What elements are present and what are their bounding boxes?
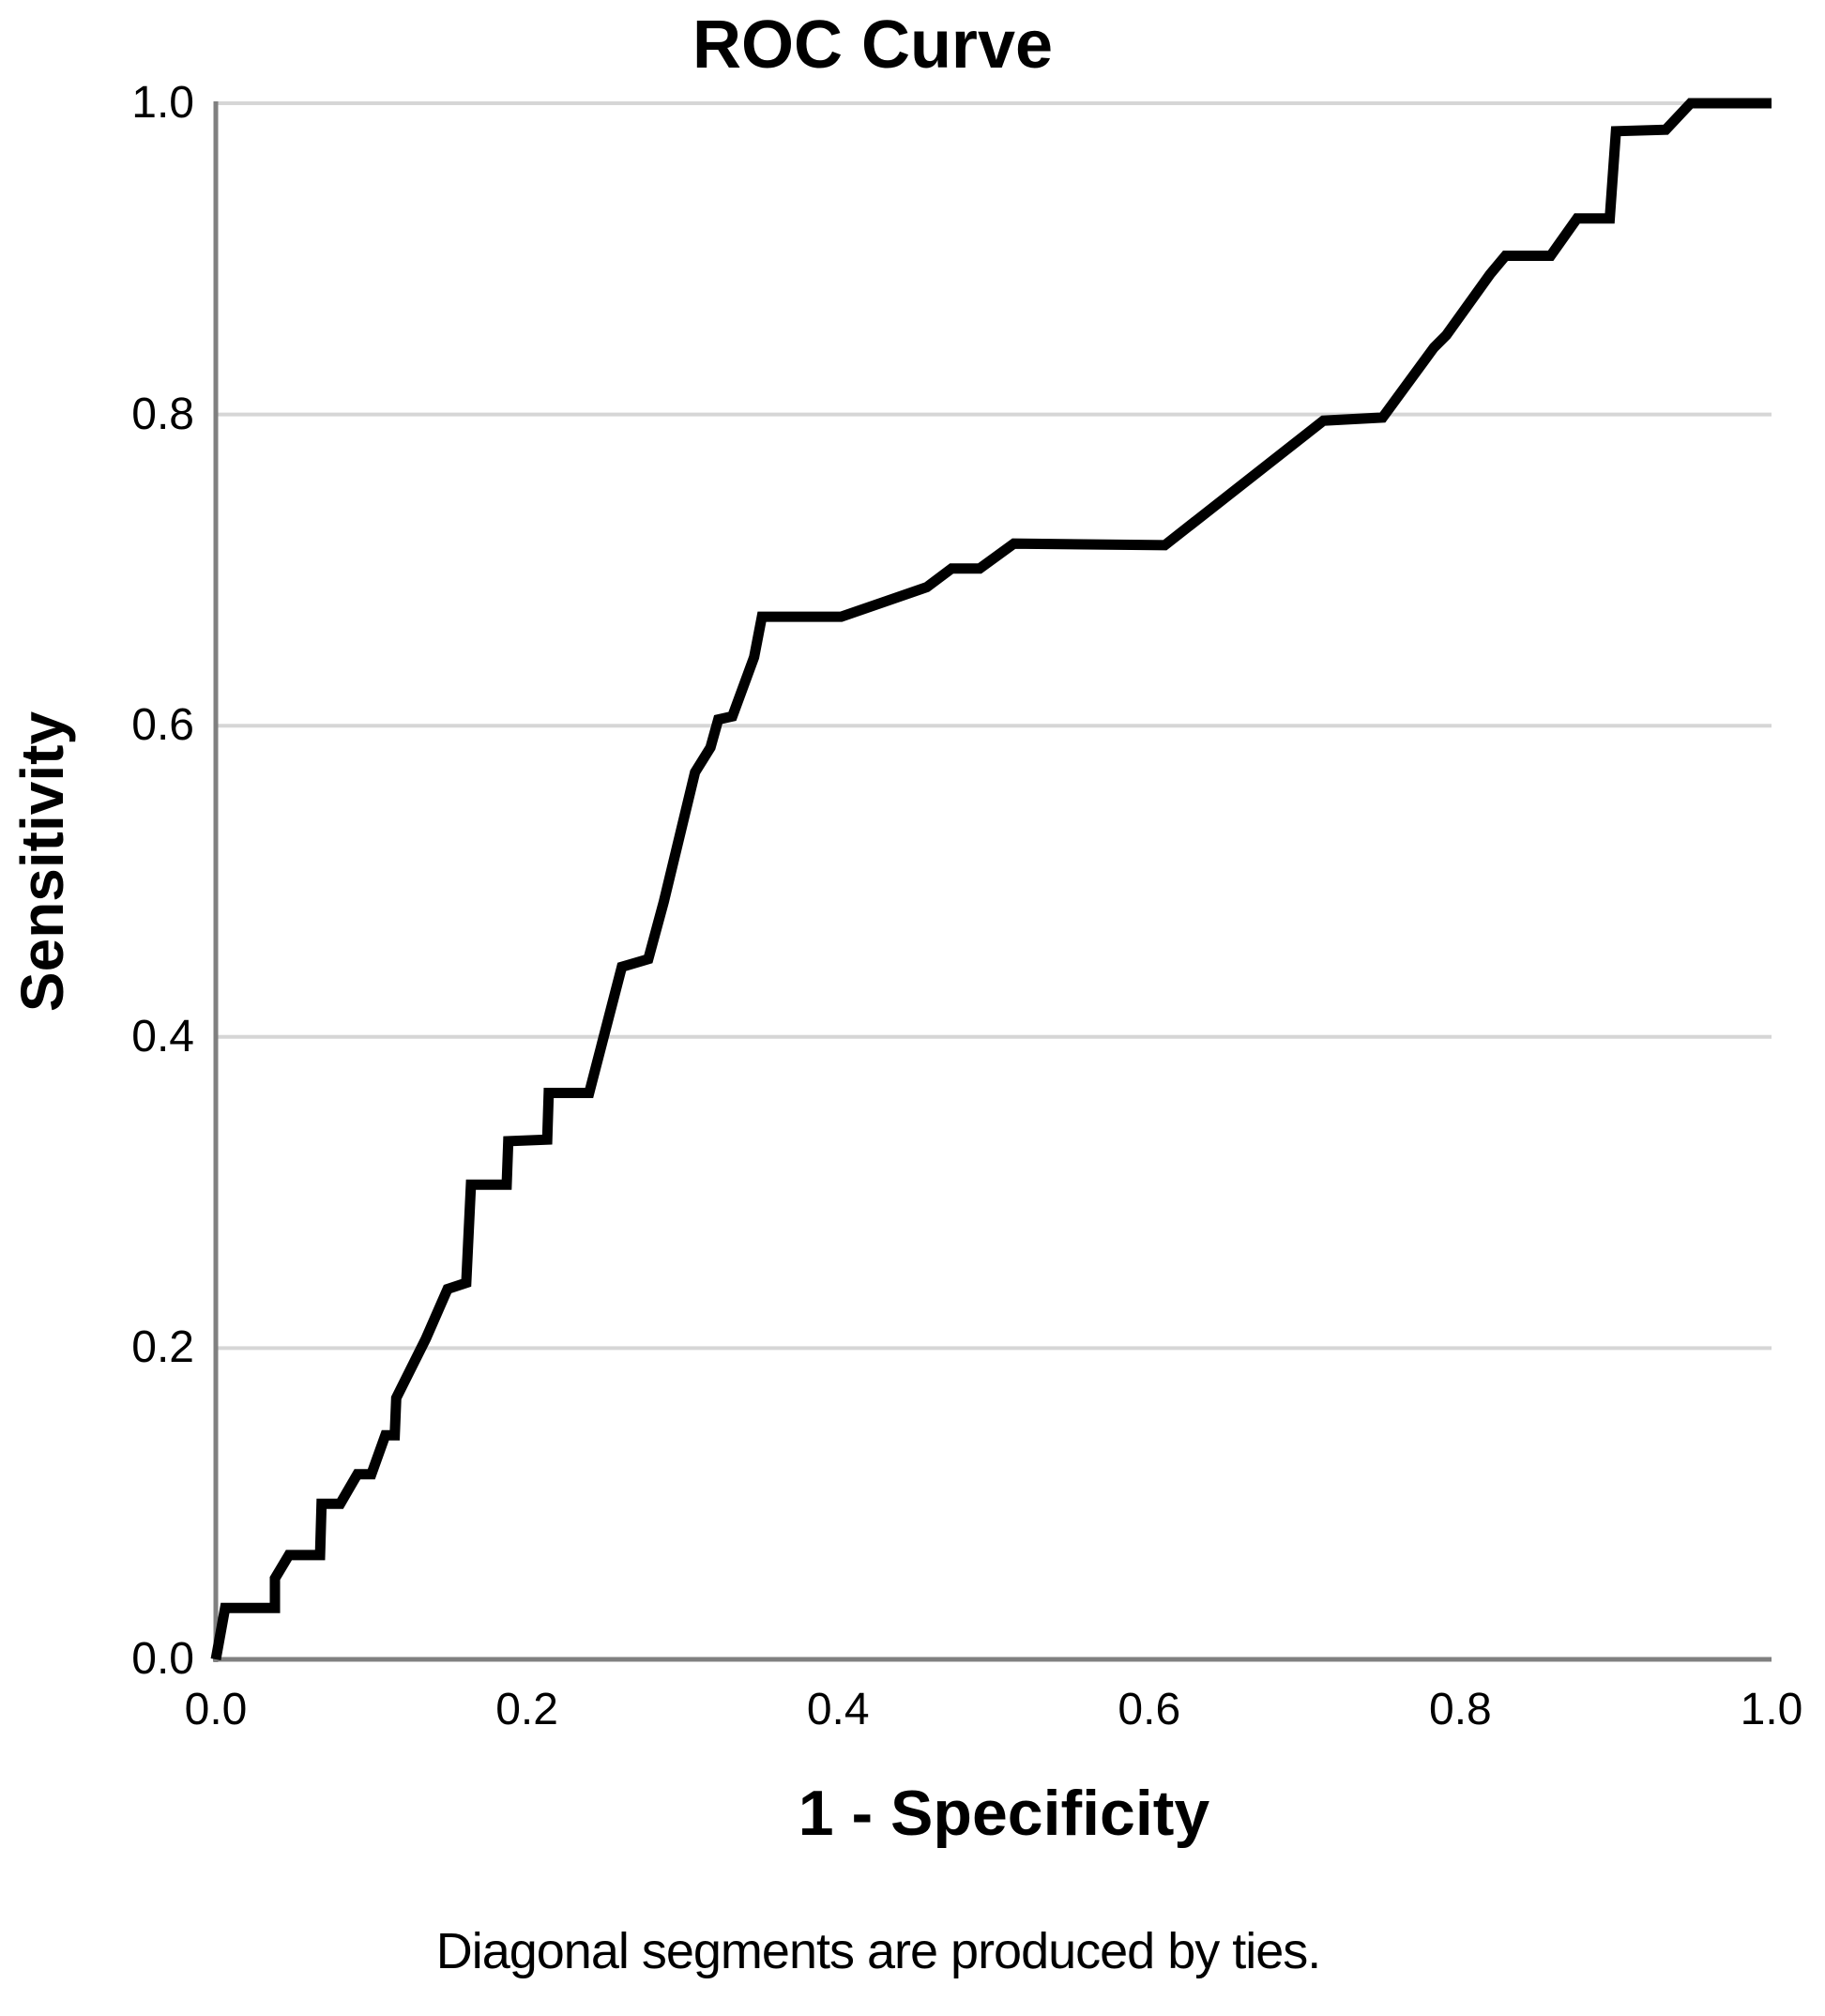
- chart-title: ROC Curve: [692, 8, 1054, 83]
- chart-footnote: Diagonal segments are produced by ties.: [435, 1923, 1322, 1979]
- y-tick-label-1.0: 1.0: [131, 78, 194, 128]
- x-tick-label-1.0: 1.0: [1740, 1685, 1803, 1734]
- y-tick-label-0.6: 0.6: [131, 700, 194, 751]
- x-tick-label-0.0: 0.0: [184, 1685, 248, 1734]
- x-tick-label-0.6: 0.6: [1118, 1685, 1181, 1734]
- x-tick-label-0.4: 0.4: [806, 1685, 870, 1734]
- x-axis-label: 1 - Specificity: [798, 1778, 1210, 1849]
- x-tick-label-0.8: 0.8: [1429, 1685, 1492, 1734]
- y-tick-label-0.2: 0.2: [131, 1322, 194, 1373]
- roc-curve-line: [210, 98, 1772, 1660]
- y-tick-label-0.8: 0.8: [131, 389, 194, 439]
- y-tick-label-0.0: 0.0: [131, 1634, 194, 1684]
- x-tick-label-0.2: 0.2: [495, 1685, 558, 1734]
- y-tick-label-0.4: 0.4: [131, 1011, 194, 1061]
